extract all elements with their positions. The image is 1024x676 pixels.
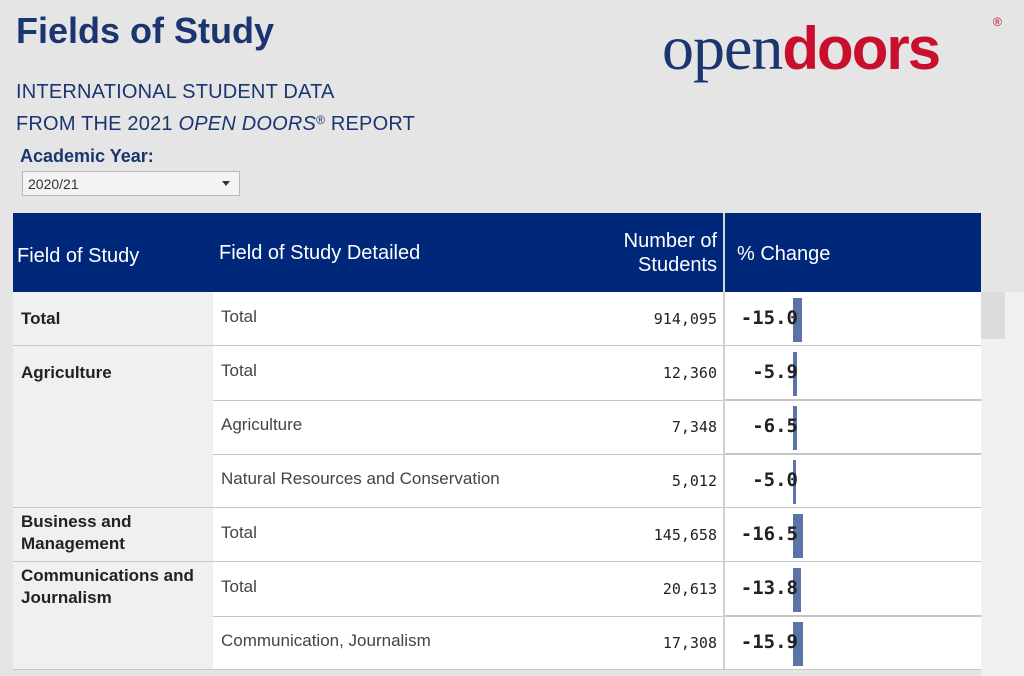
academic-year-label: Academic Year:	[20, 146, 154, 166]
group-label: Communications and Journalism	[21, 566, 194, 607]
header-num-line-2: Students	[638, 254, 717, 276]
academic-year-select[interactable]: 2020/21	[22, 171, 240, 196]
group-cell	[13, 508, 213, 562]
academic-year-value: 2020/21	[28, 176, 79, 192]
header-num-line-1: Number of	[623, 230, 717, 252]
header-field-of-study[interactable]: Field of Study	[17, 245, 140, 267]
group-divider	[13, 345, 981, 346]
row-divider	[213, 454, 981, 455]
subtitle-prefix: FROM THE 2021	[16, 113, 179, 135]
field-detail: Total	[221, 307, 257, 326]
field-detail: Total	[221, 361, 257, 380]
column-divider	[723, 292, 725, 670]
group-label: Business and Management	[21, 512, 132, 553]
student-count: 145,658	[653, 526, 717, 544]
subtitle: INTERNATIONAL STUDENT DATA FROM THE 2021…	[16, 78, 415, 138]
pct-divider	[725, 615, 981, 616]
field-detail: Agriculture	[221, 415, 303, 434]
field-detail: Total	[221, 523, 257, 542]
chevron-down-icon[interactable]	[222, 181, 230, 186]
percent-change-value: -5.9	[752, 361, 798, 383]
subtitle-registered-mark: ®	[316, 113, 326, 127]
student-count: 17,308	[662, 634, 717, 652]
student-count: 914,095	[653, 310, 717, 328]
percent-change-value: -16.5	[740, 523, 798, 545]
change-bar[interactable]	[793, 568, 802, 612]
student-count: 20,613	[662, 580, 717, 598]
change-bar[interactable]	[793, 406, 797, 450]
group-divider	[13, 669, 981, 670]
percent-change-value: -13.8	[740, 577, 798, 599]
subtitle-suffix: REPORT	[325, 113, 416, 135]
percent-change-value: -15.9	[740, 631, 798, 653]
percent-change-value: -5.0	[752, 469, 798, 491]
header-number-of-students[interactable]: Number of Students	[603, 229, 717, 277]
table-header: Field of Study Field of Study Detailed N…	[13, 213, 981, 292]
logo-part-doors: doors	[782, 15, 941, 82]
group-divider	[13, 561, 981, 562]
student-count: 5,012	[671, 472, 717, 490]
table-body: Total Total 914,095 -15.0 Agriculture Total 12…	[13, 292, 981, 670]
header-divider	[723, 213, 725, 292]
pct-divider	[725, 453, 981, 454]
scrollbar-track[interactable]	[981, 292, 1024, 676]
group-cell	[13, 292, 213, 346]
group-label: Agriculture	[21, 363, 112, 382]
field-detail: Total	[221, 577, 257, 596]
percent-change-value: -6.5	[752, 415, 798, 437]
logo-part-open: open	[662, 12, 783, 83]
change-bar[interactable]	[793, 352, 797, 396]
header-percent-change[interactable]: % Change	[737, 243, 831, 265]
row-divider	[213, 616, 981, 617]
change-bar[interactable]	[793, 460, 796, 504]
subtitle-report-name: OPEN DOORS	[178, 113, 317, 135]
scrollbar-thumb[interactable]	[981, 292, 1005, 339]
page-title: Fields of Study	[16, 10, 275, 51]
percent-change-value: -15.0	[740, 307, 798, 329]
change-bar[interactable]	[793, 514, 803, 558]
field-detail: Natural Resources and Conservation	[221, 469, 500, 488]
subtitle-line-2: FROM THE 2021 OPEN DOORS® REPORT	[16, 106, 415, 138]
group-divider	[13, 507, 981, 508]
field-detail: Communication, Journalism	[221, 631, 431, 650]
opendoors-logo: opendoors ®	[662, 10, 1002, 87]
student-count: 12,360	[662, 364, 717, 382]
pct-divider	[725, 399, 981, 400]
group-cell	[13, 562, 213, 670]
header-field-detailed[interactable]: Field of Study Detailed	[219, 242, 421, 264]
change-bar[interactable]	[793, 298, 802, 342]
row-divider	[213, 400, 981, 401]
change-bar[interactable]	[793, 622, 803, 666]
subtitle-line-1: INTERNATIONAL STUDENT DATA	[16, 81, 335, 103]
group-cell	[13, 346, 213, 508]
student-count: 7,348	[671, 418, 717, 436]
logo-registered-mark: ®	[993, 15, 1002, 29]
group-label: Total	[21, 309, 61, 328]
fields-table: Field of Study Field of Study Detailed N…	[13, 213, 981, 670]
